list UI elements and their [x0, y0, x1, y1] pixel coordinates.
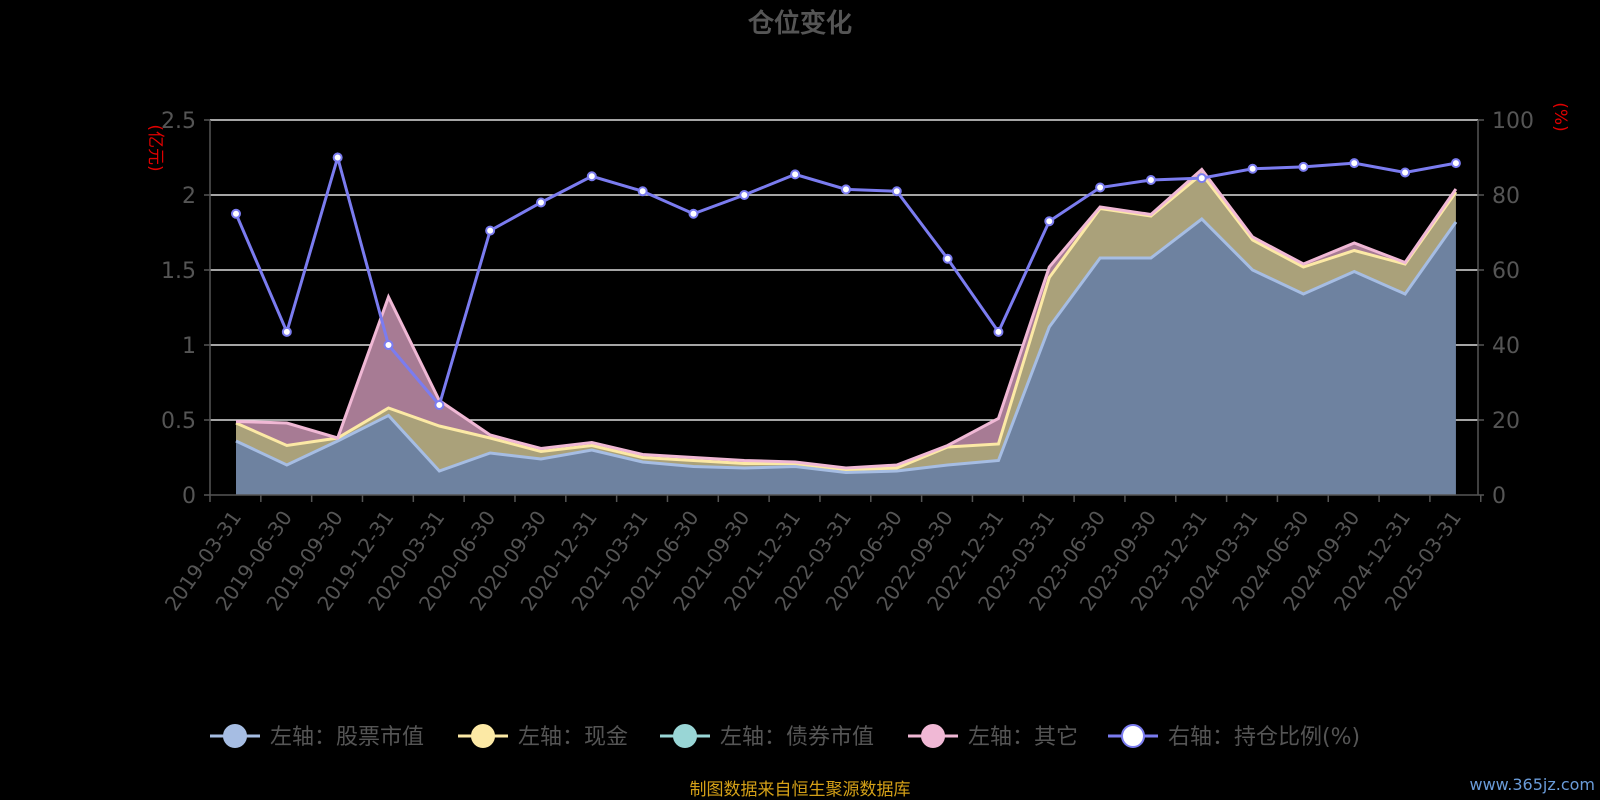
left-tick-label: 2.5: [161, 109, 196, 134]
holding-ratio-point: [1044, 216, 1055, 227]
right-axis-unit: (%): [1550, 102, 1570, 131]
holding-ratio-point: [993, 326, 1004, 337]
right-tick-label: 100: [1492, 109, 1534, 134]
area-series-a6bde3: [236, 219, 1456, 495]
holding-ratio-point: [281, 326, 292, 337]
legend-marker: [471, 724, 495, 748]
left-tick-label: 0: [182, 484, 196, 509]
area-series: [236, 169, 1456, 495]
right-tick-label: 80: [1492, 184, 1520, 209]
legend-label: 右轴：持仓比例(%): [1168, 725, 1360, 750]
legend-marker: [1121, 724, 1145, 748]
legend-label: 左轴：现金: [518, 725, 628, 750]
axes: [204, 119, 1484, 502]
holding-ratio-point: [1298, 161, 1309, 172]
legend-item[interactable]: 左轴：其它: [908, 724, 1078, 750]
legend[interactable]: 左轴：股票市值 左轴：现金 左轴：债券市值 左轴：其它 右轴：持仓比例(%): [210, 724, 1360, 750]
left-tick-label: 0.5: [161, 409, 196, 434]
data-source-note: 制图数据来自恒生聚源数据库: [690, 780, 911, 800]
holding-ratio-point: [1196, 173, 1207, 184]
holding-ratio-point: [1450, 158, 1461, 169]
legend-item[interactable]: 右轴：持仓比例(%): [1108, 724, 1360, 750]
holding-ratio-point: [840, 184, 851, 195]
holding-ratio-point: [1145, 175, 1156, 185]
legend-item[interactable]: 左轴：现金: [458, 724, 628, 750]
right-tick-label: 60: [1492, 259, 1520, 284]
left-axis-unit: (亿元): [145, 124, 165, 171]
legend-label: 左轴：股票市值: [270, 725, 424, 750]
holding-ratio-point: [1247, 163, 1258, 174]
right-tick-label: 0: [1492, 484, 1506, 509]
legend-marker: [921, 724, 945, 748]
holding-ratio-point: [332, 152, 343, 163]
holding-ratio-point: [434, 400, 445, 410]
legend-marker: [223, 724, 247, 748]
left-tick-label: 1.5: [161, 259, 196, 284]
legend-label: 左轴：其它: [968, 725, 1078, 750]
legend-label: 左轴：债券市值: [720, 725, 874, 750]
holding-ratio-point: [231, 208, 241, 219]
legend-marker: [673, 724, 697, 748]
left-tick-label: 2: [182, 184, 196, 209]
holding-ratio-point: [383, 340, 394, 350]
right-tick-label: 40: [1492, 334, 1520, 359]
holding-ratio-point: [739, 190, 750, 200]
area-edge-line: [235, 217, 1458, 475]
holding-ratio-point: [1400, 167, 1411, 178]
line-series: [231, 151, 1461, 475]
holding-ratio-point: [891, 186, 902, 197]
left-tick-label: 1: [182, 334, 196, 359]
area-series-fce9a5: [236, 174, 1456, 473]
legend-item[interactable]: 左轴：股票市值: [210, 724, 424, 750]
holding-ratio-point: [637, 186, 648, 197]
holding-ratio-point: [485, 225, 496, 236]
holding-ratio-point: [1095, 182, 1106, 193]
right-tick-label: 20: [1492, 409, 1520, 434]
holding-ratio-point: [790, 169, 801, 180]
holding-ratio-point: [586, 171, 597, 182]
chart-title: 仓位变化: [747, 8, 852, 39]
holding-ratio-point: [688, 208, 699, 219]
holding-ratio-point: [535, 197, 546, 208]
legend-item[interactable]: 左轴：债券市值: [660, 724, 874, 750]
holding-ratio-point: [1349, 158, 1360, 169]
watermark: www.365jz.com: [1469, 775, 1595, 794]
holding-ratio-point: [942, 253, 953, 264]
